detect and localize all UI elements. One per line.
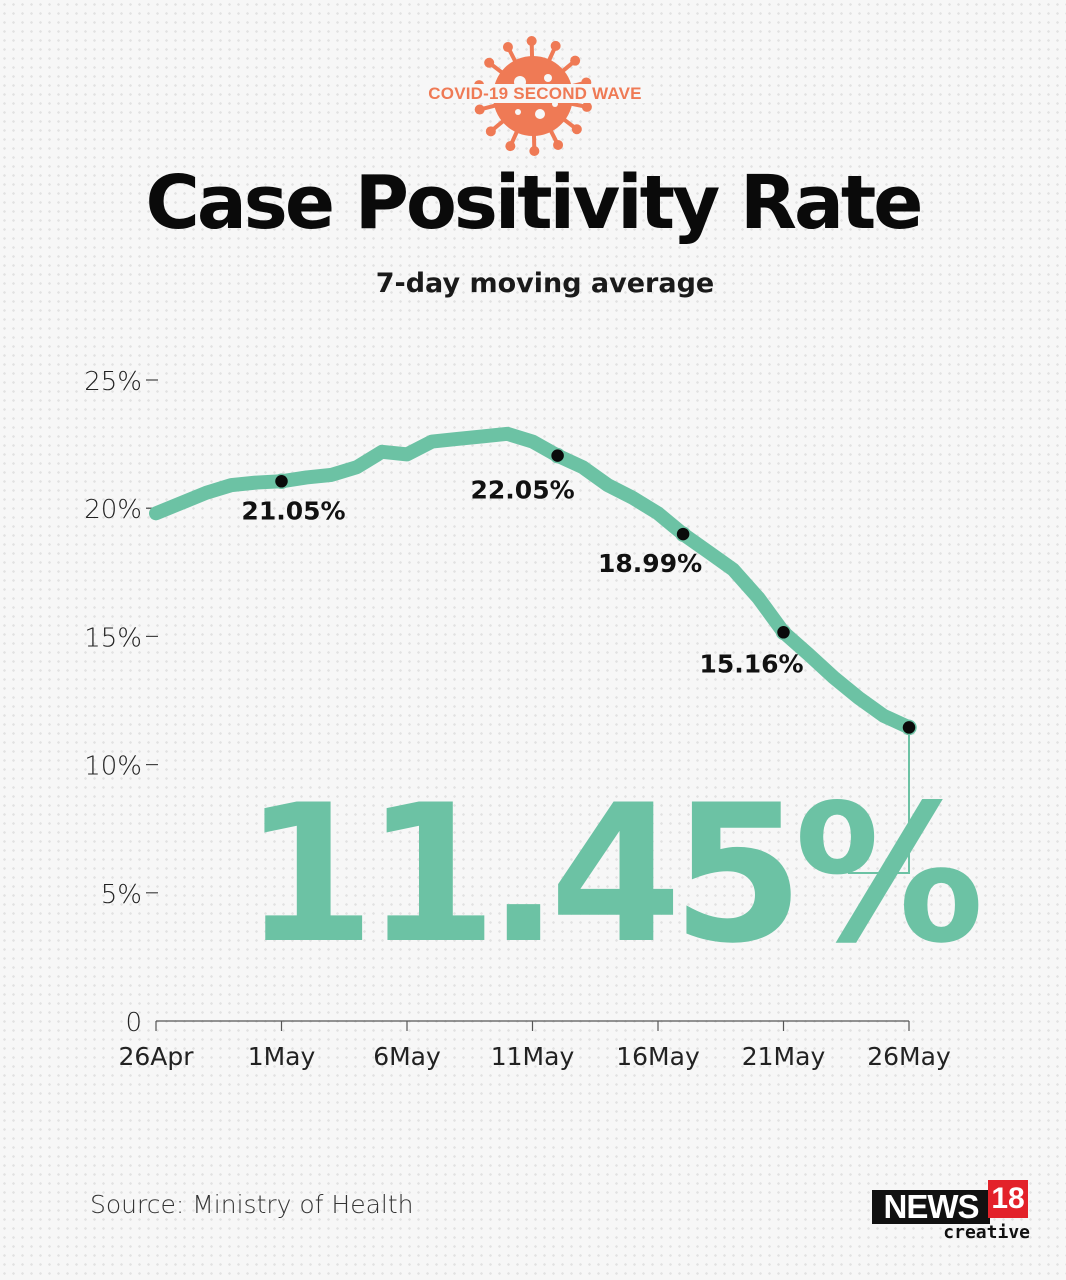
x-tick-label: 26May	[867, 1042, 951, 1071]
y-tick-label: 25%	[84, 367, 142, 397]
data-label: 15.16%	[699, 649, 803, 678]
highlight-connector	[848, 727, 910, 874]
logo-number: 18	[988, 1180, 1028, 1218]
data-point	[675, 526, 691, 542]
x-tick-label: 21May	[742, 1042, 826, 1071]
source-note: Source: Ministry of Health	[90, 1190, 414, 1219]
y-tick-label: 5%	[101, 880, 142, 910]
highlight-value: 11.45%	[243, 764, 979, 985]
x-tick-label: 1May	[248, 1042, 316, 1071]
covid-badge: COVID-19 SECOND WAVE	[400, 34, 670, 158]
data-label: 21.05%	[241, 496, 345, 525]
y-tick-label: 15%	[84, 623, 142, 653]
x-tick-label: 26Apr	[118, 1042, 194, 1071]
y-tick-label: 0	[125, 1008, 142, 1038]
x-tick-label: 6May	[373, 1042, 441, 1071]
logo-creative-text: creative	[943, 1222, 1030, 1243]
news18-logo: NEWS 18 creative	[870, 1180, 1030, 1246]
y-tick-label: 20%	[84, 495, 142, 525]
x-tick-label: 11May	[491, 1042, 575, 1071]
data-label: 18.99%	[598, 549, 702, 578]
data-point	[775, 624, 792, 641]
y-tick-label: 10%	[84, 752, 142, 782]
data-label: 22.05%	[471, 476, 575, 505]
logo-news-text: NEWS	[872, 1190, 990, 1224]
chart-subtitle: 7-day moving average	[375, 268, 715, 299]
data-point	[901, 719, 917, 736]
x-tick-label: 16May	[616, 1042, 700, 1071]
chart-title: Case Positivity Rate	[145, 160, 924, 246]
badge-text: COVID-19 SECOND WAVE	[425, 84, 645, 103]
data-point	[549, 447, 566, 464]
data-point	[273, 473, 290, 490]
